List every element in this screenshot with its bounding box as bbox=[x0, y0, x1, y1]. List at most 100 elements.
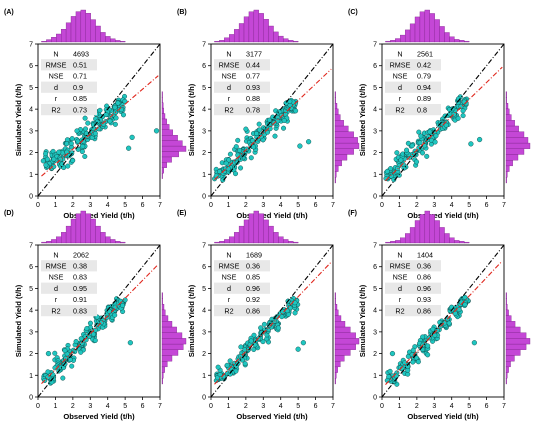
data-point bbox=[427, 129, 433, 135]
y-tick-label: 0 bbox=[373, 194, 377, 201]
y-tick-label: 2 bbox=[202, 150, 206, 157]
data-point bbox=[388, 166, 394, 172]
hist-x-bar bbox=[258, 213, 264, 244]
hist-x-bar bbox=[70, 16, 77, 43]
x-tick-label: 3 bbox=[432, 403, 436, 410]
stats-value: 3177 bbox=[246, 49, 262, 58]
hist-x-bar bbox=[80, 210, 86, 244]
y-tick-label: 3 bbox=[202, 329, 206, 336]
hist-y-bar bbox=[334, 137, 358, 144]
hist-x-bar bbox=[253, 210, 259, 244]
data-point bbox=[43, 162, 49, 168]
hist-y-bar bbox=[161, 124, 170, 130]
hist-x-bar bbox=[120, 41, 126, 43]
stats-label: d bbox=[227, 83, 231, 92]
hist-x-bar bbox=[95, 25, 101, 43]
hist-x-bar bbox=[224, 37, 230, 43]
x-tick-label: 0 bbox=[380, 403, 384, 410]
stats-label: N bbox=[397, 49, 402, 58]
stats-label: RMSE bbox=[219, 262, 240, 271]
hist-y-bar bbox=[334, 378, 336, 385]
hist-y-bar bbox=[334, 114, 341, 121]
x-tick-label: 5 bbox=[467, 403, 471, 410]
hist-y-bar bbox=[334, 125, 349, 132]
stats-value: 2062 bbox=[73, 250, 89, 259]
hist-x-bar bbox=[409, 227, 416, 244]
hist-y-bar bbox=[505, 360, 511, 368]
y-tick-label: 0 bbox=[202, 395, 206, 402]
hist-x-bar bbox=[278, 35, 284, 43]
fit-line bbox=[385, 66, 503, 182]
stats-value: 0.77 bbox=[246, 72, 260, 81]
hist-x-bar bbox=[400, 34, 406, 43]
hist-x-bar bbox=[60, 29, 67, 43]
x-tick-label: 2 bbox=[415, 403, 419, 410]
data-point bbox=[243, 126, 249, 132]
hist-y-bar bbox=[161, 360, 168, 368]
data-point bbox=[415, 359, 421, 365]
y-tick-label: 0 bbox=[29, 194, 33, 201]
x-tick-label: 6 bbox=[485, 202, 489, 209]
hist-y-bar bbox=[505, 338, 531, 345]
hist-x-bar bbox=[395, 240, 401, 244]
hist-x-bar bbox=[56, 33, 62, 43]
y-tick-label: 1 bbox=[29, 373, 33, 380]
plot-frame bbox=[210, 244, 334, 398]
hist-y-bar bbox=[161, 292, 163, 299]
stats-label: RMSE bbox=[46, 262, 67, 271]
hist-y-bar bbox=[505, 303, 508, 311]
y-tick-label: 2 bbox=[373, 351, 377, 358]
hist-x-bar bbox=[434, 19, 440, 43]
stats-label: d bbox=[398, 284, 402, 293]
y-axis-label: Simulated Yield (t/h) bbox=[358, 284, 367, 357]
hist-x-bar bbox=[293, 40, 299, 43]
plot-frame bbox=[210, 43, 334, 197]
data-point bbox=[452, 310, 458, 316]
x-tick-label: 5 bbox=[123, 403, 127, 410]
stats-value: 0.73 bbox=[73, 105, 87, 114]
hist-x-bar bbox=[80, 9, 86, 43]
stats-label: R2 bbox=[224, 105, 233, 114]
hist-y-bar bbox=[161, 129, 173, 136]
hist-x-bar bbox=[424, 9, 430, 43]
data-point bbox=[391, 177, 397, 183]
data-point bbox=[112, 121, 118, 127]
x-tick-label: 7 bbox=[158, 403, 162, 410]
x-tick-label: 1 bbox=[226, 202, 230, 209]
data-point bbox=[115, 100, 121, 106]
panel-label: (D) bbox=[4, 210, 14, 217]
stats-value: 0.42 bbox=[417, 61, 431, 70]
plot-frame bbox=[381, 43, 505, 197]
hist-x-bar bbox=[419, 214, 426, 244]
hist-y-bar bbox=[505, 315, 512, 322]
data-point bbox=[78, 349, 84, 355]
hist-y-bar bbox=[334, 108, 339, 115]
y-tick-label: 5 bbox=[29, 286, 33, 293]
hist-x-bar bbox=[449, 36, 455, 43]
hist-x-bar bbox=[424, 210, 430, 244]
data-point bbox=[275, 118, 281, 124]
hist-x-bar bbox=[238, 23, 245, 43]
hist-y-bar bbox=[334, 91, 336, 98]
stats-row-bg bbox=[214, 282, 270, 294]
y-axis-label: Simulated Yield (t/h) bbox=[14, 83, 23, 156]
stats-row-bg bbox=[385, 81, 441, 93]
x-tick-label: 7 bbox=[331, 202, 335, 209]
hist-y-bar bbox=[505, 321, 516, 328]
hist-y-bar bbox=[161, 102, 164, 109]
x-axis-label: Observed Yield (t/h) bbox=[407, 412, 479, 421]
stats-label: R2 bbox=[395, 306, 404, 315]
data-point bbox=[51, 156, 57, 162]
hist-x-bar bbox=[288, 241, 294, 244]
hist-x-bar bbox=[429, 13, 435, 43]
hist-x-bar bbox=[75, 11, 82, 43]
stats-value: 0.96 bbox=[246, 284, 260, 293]
data-point bbox=[85, 120, 91, 126]
plot-frame bbox=[37, 244, 161, 398]
hist-x-bar bbox=[115, 241, 121, 244]
x-tick-label: 6 bbox=[314, 403, 318, 410]
stats-label: R2 bbox=[224, 306, 233, 315]
x-axis-label: Observed Yield (t/h) bbox=[407, 211, 479, 220]
one-to-one-line bbox=[382, 245, 504, 397]
